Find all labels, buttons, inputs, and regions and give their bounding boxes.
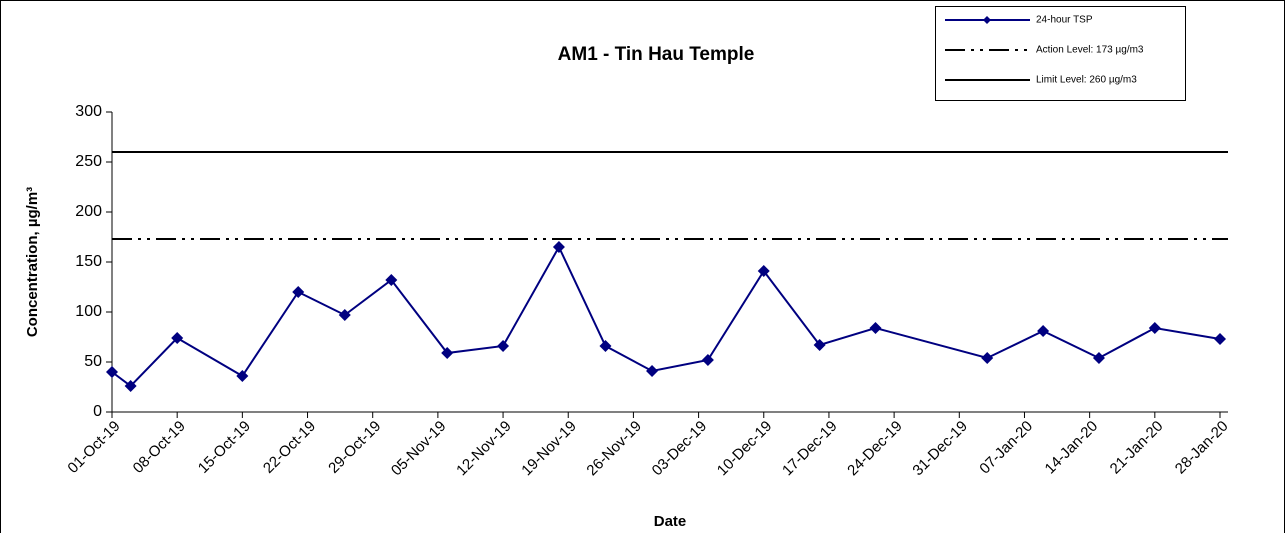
legend-label: Limit Level: 260 µg/m3 xyxy=(1036,75,1137,86)
y-axis-label: Concentration, µg/m³ xyxy=(24,187,41,337)
x-tick-label: 17-Dec-19 xyxy=(779,418,841,480)
x-tick-label: 03-Dec-19 xyxy=(649,418,711,480)
x-tick-label: 24-Dec-19 xyxy=(844,418,906,480)
x-tick-label: 05-Nov-19 xyxy=(388,418,450,480)
x-tick-label: 08-Oct-19 xyxy=(130,418,189,477)
x-axis-label: Date xyxy=(654,513,687,530)
x-tick-label: 31-Dec-19 xyxy=(909,418,971,480)
legend-box xyxy=(935,6,1186,101)
data-point xyxy=(981,352,994,364)
y-tick-label: 50 xyxy=(84,353,102,370)
data-point xyxy=(813,339,826,351)
x-tick-label: 28-Jan-20 xyxy=(1172,418,1232,478)
data-point xyxy=(1214,333,1226,345)
x-tick-label: 21-Jan-20 xyxy=(1107,418,1167,478)
data-point xyxy=(236,370,249,382)
legend-marker xyxy=(983,16,991,24)
data-point xyxy=(497,340,510,352)
data-point xyxy=(552,241,565,253)
x-tick-label: 01-Oct-19 xyxy=(64,418,123,477)
data-point xyxy=(701,354,714,366)
data-point xyxy=(1092,352,1105,364)
x-tick-label: 12-Nov-19 xyxy=(453,418,515,480)
data-line xyxy=(111,244,1221,388)
data-point xyxy=(646,365,659,377)
x-tick-label: 29-Oct-19 xyxy=(325,418,384,477)
x-tick-label: 19-Nov-19 xyxy=(518,418,580,480)
y-tick-label: 250 xyxy=(75,153,102,170)
y-tick-label: 100 xyxy=(75,303,102,320)
data-point xyxy=(599,340,612,352)
x-tick-label: 22-Oct-19 xyxy=(260,418,319,477)
legend-label: 24-hour TSP xyxy=(1036,15,1093,26)
data-point xyxy=(171,332,184,344)
y-tick-label: 300 xyxy=(75,103,102,120)
data-point xyxy=(292,286,305,298)
data-point xyxy=(106,366,118,378)
data-point xyxy=(757,265,770,277)
data-point xyxy=(441,347,454,359)
x-tick-label: 14-Jan-20 xyxy=(1041,418,1101,478)
data-point xyxy=(869,322,882,334)
legend-label: Action Level: 173 µg/m3 xyxy=(1036,45,1144,56)
data-point xyxy=(385,274,398,286)
y-tick-label: 200 xyxy=(75,203,102,220)
x-tick-label: 07-Jan-20 xyxy=(976,418,1036,478)
x-tick-label: 10-Dec-19 xyxy=(714,418,776,480)
data-point xyxy=(124,380,137,392)
x-tick-label: 15-Oct-19 xyxy=(195,418,254,477)
y-tick-label: 0 xyxy=(93,403,102,420)
data-point xyxy=(1037,325,1050,337)
chart-title: AM1 - Tin Hau Temple xyxy=(558,44,755,65)
data-point xyxy=(1148,322,1161,334)
data-point xyxy=(338,309,351,321)
y-tick-label: 150 xyxy=(75,253,102,270)
x-tick-label: 26-Nov-19 xyxy=(583,418,645,480)
